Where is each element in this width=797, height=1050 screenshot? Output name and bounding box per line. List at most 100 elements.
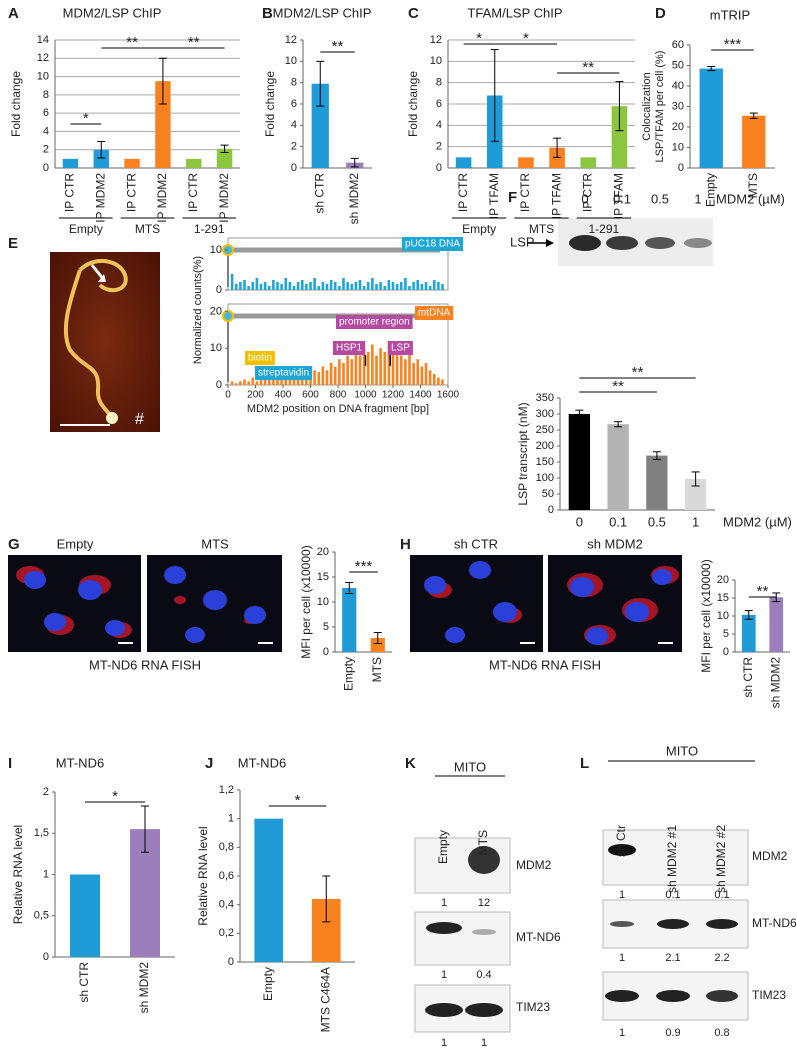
annotation-box <box>245 351 275 365</box>
annotation: promoter region <box>339 317 410 328</box>
y-tick-label: 10 <box>210 342 222 354</box>
bar <box>155 81 171 168</box>
x-tick-label: 600 <box>302 390 319 401</box>
bar <box>370 638 385 652</box>
histogram-bar <box>300 377 304 385</box>
error-bar <box>373 632 382 644</box>
histogram-bar <box>404 278 407 290</box>
bar <box>186 158 202 168</box>
x-tick-label: 200 <box>247 390 264 401</box>
panel-letter: D <box>655 5 666 22</box>
panel-letter: L <box>580 755 589 772</box>
histogram-bar <box>399 355 403 385</box>
histogram-bar <box>292 286 296 290</box>
bar <box>580 157 597 168</box>
histogram-bar <box>432 373 436 385</box>
histogram-bar <box>280 284 283 290</box>
histogram-bar <box>333 366 337 385</box>
error-bar <box>322 875 331 923</box>
quantification: 1 <box>481 1037 487 1049</box>
histogram-bar <box>243 280 246 290</box>
y-tick-label: 50 <box>672 59 684 71</box>
panel-letter: E <box>8 235 18 252</box>
histogram-bar <box>234 383 238 385</box>
y-tick-label: 60 <box>672 39 684 51</box>
bar <box>518 157 534 168</box>
histogram-bar <box>375 355 378 385</box>
significance-label: ** <box>332 38 344 55</box>
x-tick-label: IP CTR <box>124 173 138 212</box>
y-tick-label: 0 <box>43 162 49 174</box>
x-tick-label: IP CTR <box>456 173 470 212</box>
lane-label: sh MDM2 #1 <box>665 825 679 893</box>
quantification: 0.9 <box>665 1027 680 1039</box>
y-tick-label: 0 <box>323 646 329 658</box>
panel-letter: G <box>8 536 20 553</box>
histogram-bar <box>239 282 242 290</box>
bar <box>741 614 756 652</box>
annotation: mtDNA <box>418 308 451 319</box>
group-label: Empty <box>69 222 103 236</box>
bar <box>124 158 140 168</box>
y-axis-label: Normalized counts(%) <box>192 256 204 364</box>
error-bar <box>158 57 167 105</box>
x-tick-label: Empty <box>341 657 355 691</box>
lane-label: Empty <box>436 830 450 864</box>
histogram-bar <box>350 359 354 385</box>
histogram-bar <box>399 282 403 290</box>
group-label: 1-291 <box>588 222 619 236</box>
y-tick-label: 150 <box>536 456 554 468</box>
annotation: streptavidin <box>258 368 309 379</box>
group-label: MTS <box>135 222 160 236</box>
histogram-bar <box>263 377 267 385</box>
histogram-bar <box>234 284 238 290</box>
bar <box>699 68 723 168</box>
y-tick-label: 8 <box>43 89 49 101</box>
panel-letter: A <box>8 5 19 22</box>
histogram-bar <box>309 282 312 290</box>
y-axis-label: Colocalization <box>641 72 653 140</box>
error-bar <box>553 137 562 158</box>
histogram-bar <box>358 355 362 385</box>
y-tick-label: 12 <box>430 34 442 46</box>
histogram-bar <box>428 370 432 385</box>
y-tick-label: 1,2 <box>219 784 234 796</box>
histogram-bar <box>263 282 267 290</box>
x-tick-label: IP CTR <box>518 173 532 212</box>
histogram-bar <box>317 372 321 385</box>
x-tick-label: sh CTR <box>77 962 91 1003</box>
histogram-bar <box>276 379 279 385</box>
histogram-bar <box>383 286 387 290</box>
x-tick-label: Empty <box>261 967 275 1001</box>
y-tick-label: 0 <box>436 162 442 174</box>
chart-title: MT-ND6 <box>56 755 104 770</box>
significance-label: ** <box>632 364 644 381</box>
histogram-bar <box>276 282 279 290</box>
histogram-bar <box>296 282 300 290</box>
quantification: 2.1 <box>665 952 680 964</box>
error-bar <box>350 157 359 168</box>
y-axis-label: MFI per cell (x10000) <box>299 545 313 658</box>
histogram-bar <box>441 284 444 290</box>
error-bar <box>615 81 624 132</box>
histogram-bar <box>342 278 345 290</box>
y-tick-label: 300 <box>536 408 554 420</box>
error-bar <box>691 471 700 487</box>
error-bar <box>652 451 661 460</box>
quantification: 1 <box>619 1027 625 1039</box>
chart-title: TFAM/LSP ChIP <box>467 5 562 20</box>
significance-label: * <box>83 110 89 127</box>
significance-label: * <box>523 30 529 47</box>
streptavidin-bead <box>222 310 234 322</box>
error-bar <box>749 112 758 119</box>
x-tick-label: sh MDM2 <box>137 962 151 1014</box>
quantification: 1 <box>619 889 625 901</box>
histogram-bar <box>251 282 255 290</box>
histogram-bar <box>243 379 246 385</box>
quantification: 0.1 <box>714 889 729 901</box>
significance-label: ** <box>757 583 769 600</box>
y-tick-label: 1 <box>228 813 234 825</box>
quantification: 0.4 <box>476 969 491 981</box>
